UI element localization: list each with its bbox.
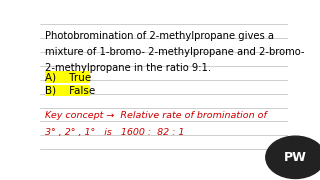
Text: 2-methylpropane in the ratio 9:1.: 2-methylpropane in the ratio 9:1. bbox=[45, 63, 211, 73]
Text: 3° , 2° , 1°   is   1600 :  82 : 1: 3° , 2° , 1° is 1600 : 82 : 1 bbox=[45, 128, 184, 137]
Text: PW: PW bbox=[284, 151, 307, 164]
Circle shape bbox=[266, 136, 320, 179]
Text: B)    False: B) False bbox=[45, 86, 95, 96]
Text: Photobromination of 2-methylpropane gives a: Photobromination of 2-methylpropane give… bbox=[45, 31, 274, 41]
Text: Key concept →  Relative rate of bromination of: Key concept → Relative rate of brominati… bbox=[45, 111, 267, 120]
Text: A)    True: A) True bbox=[45, 72, 91, 82]
Text: mixture of 1-bromo- 2-methylpropane and 2-bromo-: mixture of 1-bromo- 2-methylpropane and … bbox=[45, 47, 304, 57]
FancyBboxPatch shape bbox=[45, 85, 90, 96]
FancyBboxPatch shape bbox=[45, 71, 90, 83]
